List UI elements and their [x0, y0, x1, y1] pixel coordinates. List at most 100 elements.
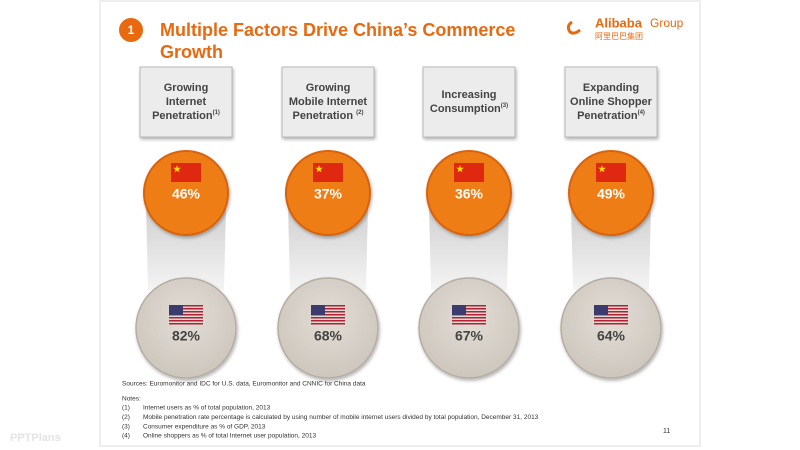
us-flag-stripe [452, 320, 486, 322]
us-flag-stripe [452, 317, 486, 319]
factor-column: Growing Mobile Internet Penetration (2) 37%… [277, 66, 379, 379]
china-value: 49% [597, 186, 626, 202]
us-flag-stripe [311, 317, 345, 319]
factor-label: Expanding [583, 82, 639, 94]
factor-label-line: Expanding [583, 82, 639, 94]
us-flag-stripe [169, 308, 203, 310]
china-value: 37% [314, 186, 343, 202]
watermark: PPTPlans [10, 432, 61, 444]
note-number: (1) [122, 405, 130, 412]
china-flag-star [315, 165, 323, 173]
footnote-ref: (3) [501, 103, 508, 109]
us-flag-stripe [169, 320, 203, 322]
china-flag [596, 163, 626, 182]
factor-label: Growing [164, 82, 209, 94]
badge-text: 1 [128, 23, 135, 37]
us-value: 67% [455, 328, 484, 344]
china-value: 46% [172, 186, 201, 202]
factor-label-line: Growing [306, 82, 351, 94]
us-flag-stripe [311, 308, 345, 310]
factor-label: Consumption(3) [430, 103, 508, 115]
china-flag [454, 163, 484, 182]
us-flag-stripe [594, 320, 628, 322]
china-circle [426, 150, 512, 236]
us-flag-stripe [594, 308, 628, 310]
sources: Sources: Euromonitor and IDC for U.S. da… [122, 381, 366, 388]
us-flag [311, 305, 345, 325]
badge [119, 18, 143, 42]
factor-label-line: Growing [164, 82, 209, 94]
us-flag-stripe [452, 305, 486, 307]
factor-column: Expanding Online Shopper Penetration(4) 49%… [560, 66, 662, 379]
us-value: 68% [314, 328, 343, 344]
factor-box [281, 66, 375, 138]
note-text: Online shoppers as % of total Internet u… [143, 433, 316, 440]
us-value: 82% [172, 328, 201, 344]
china-flag [171, 163, 201, 182]
factor-label-line: Increasing [441, 89, 496, 101]
us-flag-stripe [169, 323, 203, 325]
china-circle [568, 150, 654, 236]
factor-label: Online Shopper [570, 96, 653, 108]
us-flag-stripe [311, 323, 345, 325]
us-flag [169, 305, 203, 325]
us-flag-stripe [594, 305, 628, 307]
us-flag [594, 305, 628, 325]
factor-label-line: Online Shopper [570, 96, 653, 108]
us-circle [418, 277, 520, 379]
us-flag-canton [594, 305, 608, 315]
footnote-ref: (2) [356, 110, 363, 116]
us-flag-stripe [594, 314, 628, 316]
note-number: (4) [122, 433, 130, 440]
logo-cn: 阿里巴巴集团 [595, 31, 643, 41]
factor-label: Penetration(1) [152, 110, 220, 122]
columns: GrowingInternetPenetration(1)46%82%Growi… [135, 66, 662, 379]
us-flag-stripe [169, 317, 203, 319]
factor-label-line: Penetration [152, 110, 213, 122]
china-flag-star [173, 165, 181, 173]
china-flag-star [456, 165, 464, 173]
factor-column: Increasing Consumption(3) 36% 67% [418, 66, 520, 379]
us-flag-stripe [594, 311, 628, 313]
us-flag-stripe [452, 311, 486, 313]
us-flag [452, 305, 486, 325]
logo: Alibaba [595, 15, 643, 30]
us-flag-stripe [311, 311, 345, 313]
factor-label-line: Consumption [430, 103, 501, 115]
notes-title: Notes: [122, 396, 141, 403]
note-text: Consumer expenditure as % of GDP, 2013 [143, 423, 266, 430]
factor-label: Penetration(4) [577, 110, 645, 122]
factor-label: Increasing [441, 89, 496, 101]
us-flag-stripe [452, 323, 486, 325]
us-flag-stripe [311, 314, 345, 316]
factor-box [422, 66, 516, 138]
us-flag-stripe [169, 305, 203, 307]
notes: (1) Internet users as % of total populati… [122, 405, 539, 440]
china-flag [313, 163, 343, 182]
footnote-ref: (1) [213, 110, 220, 116]
us-circle [277, 277, 379, 379]
us-flag-stripe [311, 320, 345, 322]
us-flag-stripe [169, 311, 203, 313]
china-circle [285, 150, 371, 236]
factor-box [139, 66, 233, 138]
us-value: 64% [597, 328, 626, 344]
factor-label-line: Internet [166, 96, 207, 108]
us-flag-canton [311, 305, 325, 315]
us-flag-stripe [594, 323, 628, 325]
factor-column: Growing Internet Penetration(1) 46% 82% [135, 66, 237, 379]
us-flag-canton [452, 305, 466, 315]
title: Growth [160, 42, 223, 62]
us-flag-stripe [594, 317, 628, 319]
us-flag-canton [169, 305, 183, 315]
factor-label-line: Mobile Internet [289, 96, 368, 108]
us-circle [560, 277, 662, 379]
us-circle [135, 277, 237, 379]
us-flag-stripe [311, 305, 345, 307]
factor-label: Internet [166, 96, 207, 108]
page-number: 11 [663, 428, 670, 435]
logo: Group [650, 16, 684, 30]
logo-icon [566, 20, 581, 35]
china-value: 36% [455, 186, 484, 202]
us-flag-stripe [452, 308, 486, 310]
